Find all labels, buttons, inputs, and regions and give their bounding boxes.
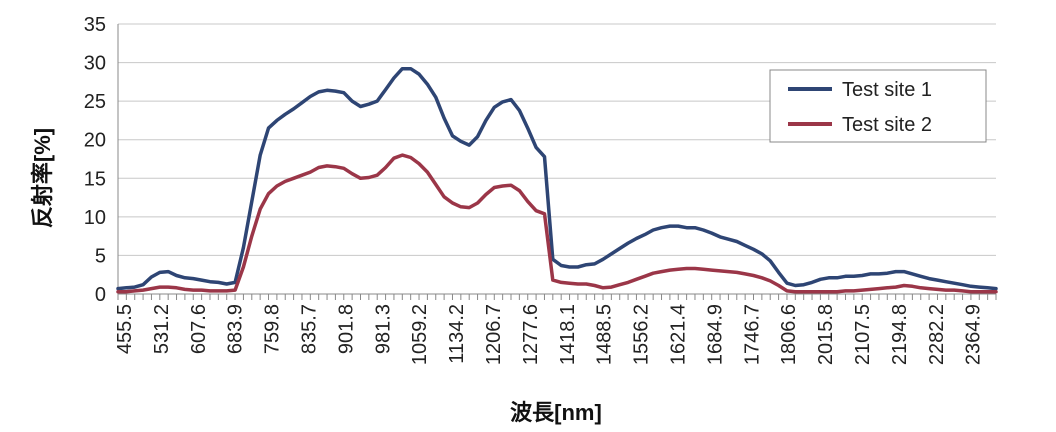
series-lines — [116, 66, 998, 294]
legend: Test site 1 Test site 2 — [769, 69, 987, 143]
x-tick-label: 759.8 — [262, 304, 284, 354]
x-tick-label: 1206.7 — [483, 304, 505, 365]
x-tick-label: 1418.1 — [557, 304, 579, 365]
x-tick-label: 981.3 — [372, 304, 394, 354]
x-tick-label: 901.8 — [335, 304, 357, 354]
legend-label-test-site-2: Test site 2 — [842, 114, 932, 136]
x-tick-label: 835.7 — [299, 304, 321, 354]
y-tick-labels: 0 5 10 15 20 25 30 35 — [84, 14, 106, 306]
y-tick-label: 25 — [84, 91, 106, 113]
series-line-test-site-2 — [116, 153, 998, 294]
x-tick-label: 455.5 — [114, 304, 136, 354]
x-tick-label: 1277.6 — [520, 304, 542, 365]
x-tick-label: 1134.2 — [446, 304, 468, 364]
x-tick-label: 531.2 — [151, 304, 173, 354]
x-tick-label: 2015.8 — [815, 304, 837, 365]
y-axis-title: 反射率[%] — [30, 128, 55, 228]
x-tick-label: 2194.8 — [889, 304, 911, 365]
x-tick-label: 683.9 — [225, 304, 247, 354]
x-tick-labels: 455.5 531.2 607.6 683.9 759.8 835.7 901.8 981.3… — [114, 304, 985, 365]
series-line-test-site-1 — [116, 66, 998, 291]
x-tick-label: 1556.2 — [631, 304, 653, 365]
y-tick-label: 5 — [95, 245, 106, 267]
x-tick-label: 1746.7 — [741, 304, 763, 365]
x-tick-label: 1621.4 — [668, 304, 690, 365]
x-tick-label: 607.6 — [188, 304, 210, 354]
x-tick-label: 1684.9 — [704, 304, 726, 365]
x-axis-title: 波長[nm] — [510, 400, 602, 425]
x-tick-label: 2282.2 — [926, 304, 948, 365]
y-tick-label: 35 — [84, 14, 106, 36]
x-tick-label: 1059.2 — [409, 304, 431, 365]
x-tick-label: 2107.5 — [852, 304, 874, 365]
x-tick-label: 1488.5 — [594, 304, 616, 365]
axes — [117, 24, 997, 300]
legend-box — [769, 69, 987, 143]
y-tick-label: 20 — [84, 130, 106, 152]
y-tick-label: 30 — [84, 53, 106, 75]
y-tick-label: 0 — [95, 284, 106, 306]
x-tick-label: 1806.6 — [778, 304, 800, 365]
y-tick-label: 10 — [84, 207, 106, 229]
y-tick-label: 15 — [84, 168, 106, 190]
legend-label-test-site-1: Test site 1 — [842, 79, 932, 101]
x-tick-label: 2364.9 — [963, 304, 985, 365]
